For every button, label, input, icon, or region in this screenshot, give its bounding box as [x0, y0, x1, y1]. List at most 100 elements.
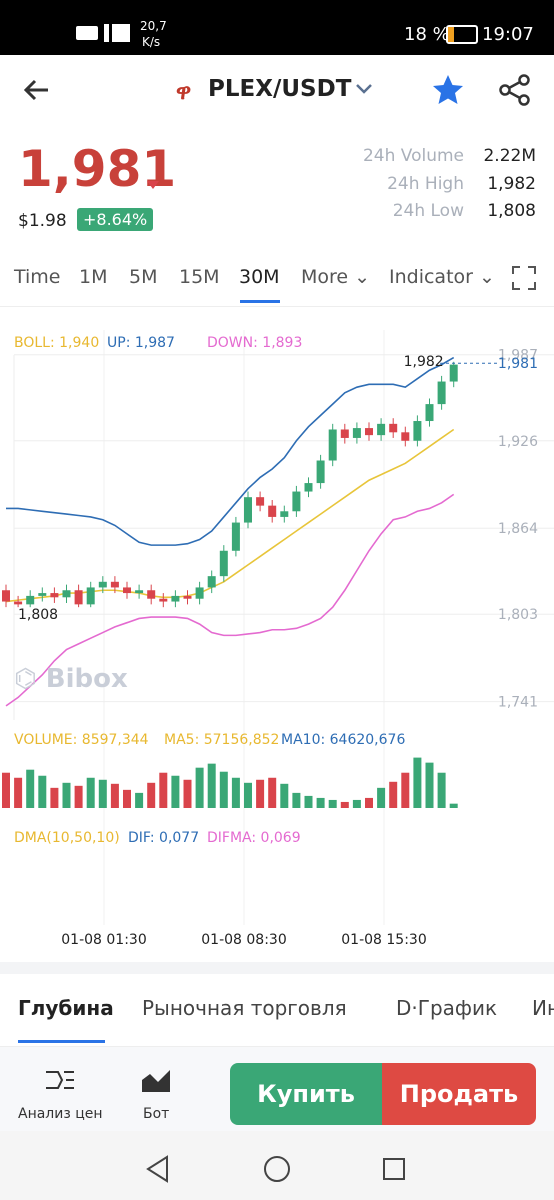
nav-back[interactable]: [145, 1155, 171, 1183]
pair[interactable]: PLEX/USDT: [208, 76, 352, 102]
stat-label: 24h High: [387, 173, 464, 194]
interval-tab[interactable]: 5M: [129, 266, 158, 288]
volume-bar: [328, 799, 337, 808]
candle-body: [328, 429, 337, 461]
last-price-label: 1,981: [498, 356, 538, 372]
bottom-tab[interactable]: Рыночная торговля: [142, 996, 347, 1020]
pair-dropdown[interactable]: [354, 82, 374, 96]
volume-label: MA5: 57156,852: [164, 732, 280, 748]
interval-tab[interactable]: 15M: [179, 266, 220, 288]
stat-label: 24h Low: [392, 201, 464, 221]
price: 1,981: [18, 140, 177, 198]
bottom-tab[interactable]: D·График: [396, 996, 498, 1020]
bottom-tab[interactable]: Ин: [532, 996, 554, 1020]
y-tick-label: 1,926: [498, 434, 538, 450]
volume-bar: [110, 783, 119, 808]
volume-bar: [2, 772, 10, 808]
volume-bar: [389, 781, 398, 808]
nav-home[interactable]: [263, 1155, 291, 1183]
candle-body: [352, 428, 361, 438]
dma-label: DMA(10,50,10): [14, 830, 120, 846]
volume-bar: [50, 787, 59, 808]
volume-bar: [244, 782, 252, 808]
bot-icon[interactable]: [140, 1066, 172, 1094]
fullscreen[interactable]: [512, 266, 536, 290]
nav-bar: [0, 1131, 554, 1200]
interval-tab[interactable]: 1M: [79, 266, 108, 288]
analysis-label[interactable]: Анализ цен: [18, 1106, 103, 1122]
stat-label: 24h Volume: [362, 146, 464, 166]
interval-tab[interactable]: 30M: [239, 266, 280, 288]
indicator-label: DOWN: 1,893: [207, 335, 303, 351]
x-tick-label: 01-08 01:30: [61, 932, 146, 948]
buy-button[interactable]: Купить: [230, 1063, 382, 1125]
analysis-icon[interactable]: [44, 1066, 76, 1094]
more-label: More: [301, 266, 349, 288]
volume-bar: [38, 775, 47, 808]
volume-bar: [98, 779, 107, 808]
candle-body: [340, 429, 349, 438]
candle-body: [110, 581, 119, 588]
share[interactable]: [498, 74, 532, 106]
y-tick-label: 1,987: [498, 348, 538, 364]
volume-bar: [268, 777, 277, 808]
favorite[interactable]: [430, 72, 466, 108]
volume-bar: [26, 769, 35, 808]
volume-bar: [256, 779, 265, 808]
candle-body: [135, 590, 144, 594]
candle-body: [437, 381, 446, 405]
candle-body: [62, 590, 71, 598]
indicator-tab[interactable]: Indicator ⌄: [389, 266, 495, 288]
candle-body: [195, 587, 204, 599]
x-tick-label: 01-08 08:30: [201, 932, 286, 948]
back-button[interactable]: [22, 76, 52, 104]
candle-body: [98, 581, 107, 588]
y-tick-label: 1,864: [498, 521, 538, 537]
volume-bar: [377, 787, 386, 808]
bottom-tab[interactable]: Глубина: [18, 996, 114, 1020]
clock: 19:07: [482, 24, 534, 45]
candle-body: [123, 587, 131, 594]
candle-body: [389, 423, 398, 433]
volume-bar: [413, 757, 422, 808]
volume-bar: [86, 777, 95, 808]
volume-bar: [62, 782, 71, 808]
candle-body: [38, 593, 47, 596]
candle-body: [304, 483, 313, 492]
bot-label[interactable]: Бот: [143, 1106, 170, 1122]
stat-value: 1,808: [487, 201, 536, 221]
tab-underline: [18, 1040, 105, 1043]
candle-body: [292, 491, 301, 512]
volume-label: MA10: 64620,676: [281, 732, 406, 748]
max-label: 1,982: [404, 354, 444, 370]
volume-bar: [219, 771, 228, 808]
candle-body: [280, 511, 289, 517]
signal-icon: [104, 24, 130, 42]
min-label: 1,808: [18, 607, 58, 623]
section-gap: [0, 962, 554, 974]
pair-logo: ዋ: [176, 80, 192, 105]
volume-bar: [159, 772, 168, 808]
speed-unit: K/s: [142, 35, 161, 49]
candle-body: [268, 505, 277, 517]
volume-bar: [449, 803, 458, 808]
indicator-label: Indicator: [389, 266, 473, 288]
volume-bar: [135, 792, 144, 808]
sell-button[interactable]: Продать: [382, 1063, 536, 1125]
volume-bar: [304, 795, 313, 808]
candle-body: [86, 587, 95, 605]
watermark: ⌬ Bibox: [14, 664, 128, 694]
interval-underline: [240, 300, 280, 303]
volume-bar: [437, 772, 446, 808]
interval-tab[interactable]: Time: [14, 266, 61, 288]
nav-recent[interactable]: [382, 1157, 406, 1181]
candle-body: [183, 595, 192, 599]
more-tab[interactable]: More ⌄: [301, 266, 371, 288]
y-tick-label: 1,741: [498, 695, 538, 711]
volume-bar: [14, 777, 23, 808]
stat-value: 1,982: [487, 173, 536, 194]
candle-body: [14, 601, 23, 605]
volume-bar: [207, 763, 216, 808]
candle-body: [159, 598, 168, 602]
battery: 18 %: [404, 24, 450, 45]
